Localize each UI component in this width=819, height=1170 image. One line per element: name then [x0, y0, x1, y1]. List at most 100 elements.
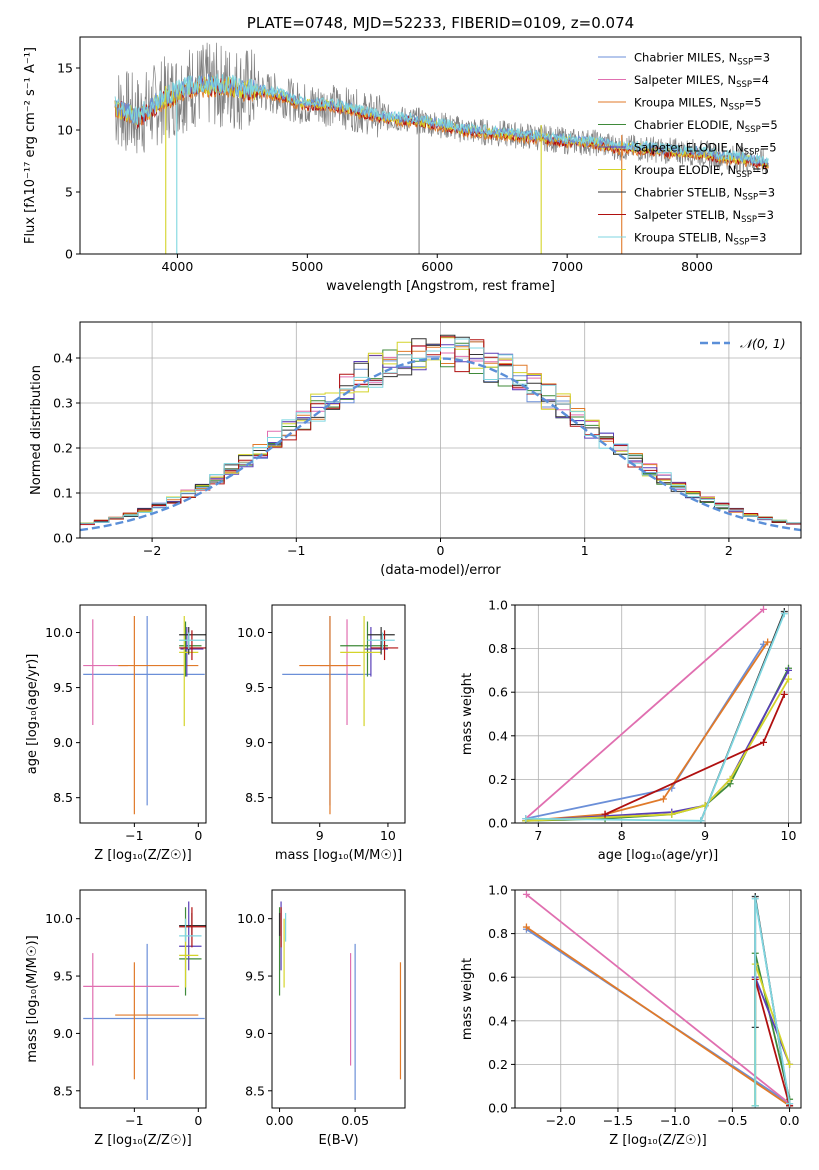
x-tick-label: 0.00	[266, 1113, 294, 1128]
series-line	[525, 893, 791, 1105]
legend-label-tail: =5	[744, 96, 761, 110]
axes-frame	[514, 889, 802, 1109]
legend-label-sub: SSP	[741, 215, 757, 225]
spectrum-panel: PLATE=0748, MJD=52233, FIBERID=0109, z=0…	[23, 14, 802, 294]
residuals-panel: −2 −1 0 1 2 0.0 0.1 0.2 0.3 0.4 (data-model)/error…	[29, 321, 802, 578]
x-tick-label: −1.0	[660, 1113, 690, 1128]
legend-label-tail: =3	[749, 231, 766, 245]
y-tick-label: 0.0	[488, 816, 508, 831]
x-tick-label: 0.0	[780, 1113, 800, 1128]
x-tick-label: −2.0	[546, 1113, 576, 1128]
x-axis-label: Z [log₁₀(Z/Z☉)]	[94, 848, 191, 863]
x-tick-label: −2	[143, 543, 161, 558]
series-line	[525, 643, 765, 820]
legend-label-tail: =5	[752, 163, 769, 177]
legend-label: Kroupa ELODIE, NSSP=5	[634, 163, 769, 180]
legend-label-sub: SSP	[742, 193, 758, 203]
series-line	[525, 613, 786, 822]
histogram-kroupa-stelib	[80, 338, 801, 524]
y-tick-label: 0.0	[488, 1101, 508, 1116]
data-point	[780, 610, 788, 618]
legend-label-text: Salpeter ELODIE, N	[634, 141, 744, 155]
data-point	[751, 1102, 759, 1108]
y-tick-label: 0.3	[53, 396, 73, 411]
y-tick-label: 8.5	[245, 790, 265, 805]
legend-label-sub: SSP	[729, 103, 745, 113]
legend-label: Kroupa STELIB, NSSP=3	[634, 231, 766, 248]
x-tick-label: −0.5	[717, 1113, 747, 1128]
legend-label: Chabrier MILES, NSSP=3	[634, 51, 770, 68]
y-tick-label: 9.0	[245, 1026, 265, 1041]
series-line	[754, 898, 791, 1106]
data-point	[601, 810, 609, 818]
x-tick-label: 9	[316, 828, 324, 843]
data-point	[759, 738, 767, 746]
x-tick-label: 7	[534, 828, 542, 843]
x-axis-label: age [log₁₀(age/yr)]	[598, 848, 719, 863]
series-line	[525, 926, 791, 1107]
x-tick-label: 8	[618, 828, 626, 843]
x-tick-label: 4000	[162, 259, 194, 274]
y-tick-label: 10	[57, 123, 73, 138]
y-tick-label: 5	[65, 185, 73, 200]
y-tick-label: 0.1	[53, 486, 73, 501]
x-tick-label: 1	[581, 543, 589, 558]
x-tick-label: −1	[125, 828, 143, 843]
x-tick-label: −1	[287, 543, 305, 558]
y-tick-label: 0	[65, 247, 73, 262]
legend-label-text: Kroupa ELODIE, N	[634, 163, 736, 177]
y-tick-label: 8.5	[53, 790, 73, 805]
errorbars	[83, 901, 206, 1100]
axes-frame	[271, 604, 406, 824]
chart-title: PLATE=0748, MJD=52233, FIBERID=0109, z=0…	[247, 14, 634, 32]
data-point	[751, 895, 759, 903]
legend-label-sub: SSP	[737, 58, 753, 68]
legend-label-tail: =3	[757, 208, 774, 222]
axes-frame	[514, 604, 802, 824]
x-axis-label: mass [log₁₀(M/M☉)]	[275, 848, 402, 863]
data-point	[764, 638, 772, 646]
data-point	[786, 1060, 794, 1068]
y-tick-label: 0.4	[488, 728, 508, 743]
y-axis-label: mass weight	[460, 673, 475, 755]
axes-frame	[271, 889, 406, 1109]
legend-label-tail: =3	[758, 186, 775, 200]
y-axis-label: age [log₁₀(age/yr)]	[25, 654, 40, 775]
errorbars	[83, 616, 206, 815]
data-point	[668, 810, 676, 818]
legend-label-tail: =3	[753, 51, 770, 65]
x-tick-label: −1	[125, 1113, 143, 1128]
legend-label-text: Chabrier MILES, N	[634, 51, 737, 65]
x-tick-label: 5000	[291, 259, 323, 274]
legend-label-tail: =4	[752, 73, 769, 87]
y-tick-label: 9.0	[245, 735, 265, 750]
legend-label-tail: =5	[761, 118, 778, 132]
data-point	[786, 1100, 794, 1108]
data-point	[726, 775, 734, 783]
y-tick-label: 1.0	[488, 883, 508, 898]
y-tick-label: 0.2	[488, 1057, 508, 1072]
x-tick-label: 0	[194, 828, 202, 843]
legend-label-text: Kroupa STELIB, N	[634, 231, 734, 245]
weight-lines	[522, 890, 794, 1108]
mass-vs-Z-panel: −1 0 8.5 9.0 9.5 10.0 Z [log₁₀(Z/Z☉)] mass [log…	[25, 889, 207, 1148]
x-tick-label: 0	[194, 1113, 202, 1128]
y-tick-label: 1.0	[488, 598, 508, 613]
y-tick-label: 0.4	[53, 351, 73, 366]
legend-label-sub: SSP	[736, 80, 752, 90]
x-axis-label: wavelength [Angstrom, rest frame]	[326, 279, 555, 294]
axes-frame	[79, 36, 802, 255]
y-tick-label: 9.5	[53, 680, 73, 695]
x-axis-label: E(B-V)	[318, 1133, 358, 1148]
y-tick-label: 10.0	[45, 911, 73, 926]
data-point	[522, 815, 530, 823]
age-vs-Z-panel: −1 0 8.5 9.0 9.5 10.0 Z [log₁₀(Z/Z☉)] age [log₁…	[25, 604, 207, 863]
legend-label-sub: SSP	[736, 170, 752, 180]
y-tick-label: 9.5	[53, 969, 73, 984]
y-tick-label: 10.0	[237, 625, 265, 640]
y-tick-label: 10.0	[45, 625, 73, 640]
data-point	[759, 605, 767, 613]
legend-label: Kroupa MILES, NSSP=5	[634, 96, 761, 113]
legend-label: Salpeter STELIB, NSSP=3	[634, 208, 774, 225]
